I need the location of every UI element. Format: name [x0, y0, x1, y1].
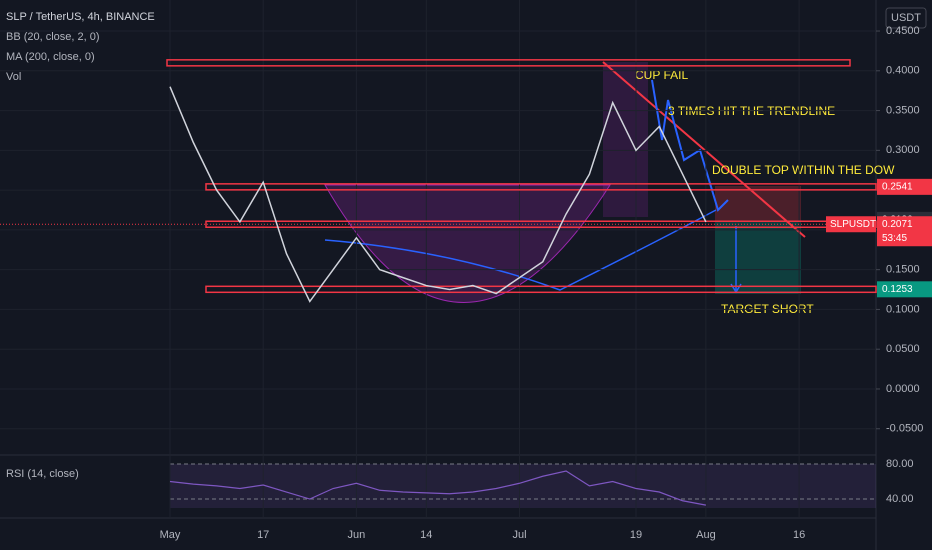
target-zone	[715, 222, 801, 294]
y-tick-label: 0.3000	[886, 144, 920, 156]
x-tick-label: 17	[257, 529, 269, 541]
rsi-line	[169, 470, 707, 506]
last-price: 0.2071	[882, 219, 913, 230]
ma-line	[324, 209, 717, 291]
stop-zone	[715, 186, 801, 222]
x-tick-label: 14	[420, 529, 432, 541]
price-label: 0.1253	[882, 284, 913, 295]
y-tick-label: 0.4000	[886, 65, 920, 77]
level-zone	[205, 285, 877, 294]
y-tick-label: -0.0500	[886, 423, 923, 435]
x-tick-label: 16	[793, 529, 805, 541]
annotation: CUP FAIL	[635, 68, 688, 82]
currency: USDT	[891, 12, 921, 24]
y-tick-label: 0.1500	[886, 264, 920, 276]
price-label-box	[877, 281, 932, 298]
annotation: DOUBLE TOP WITHIN THE DOW	[712, 163, 895, 177]
y-tick-label: 0.0500	[886, 343, 920, 355]
trendline	[602, 61, 806, 238]
rsi-tick-label: 40.00	[886, 493, 914, 505]
indicator: Vol	[6, 71, 21, 83]
path-arrow	[651, 79, 729, 212]
x-tick-label: Jul	[512, 529, 526, 541]
price-label-box	[877, 178, 932, 195]
symbol-label: SLPUSDT	[830, 219, 876, 230]
title: SLP / TetherUS, 4h, BINANCE	[6, 11, 155, 23]
rsi-label: RSI (14, close)	[6, 468, 79, 480]
annotation: 3 TIMES HIT THE TRENDLINE	[668, 104, 835, 118]
level-zone	[205, 183, 877, 191]
x-tick-label: May	[160, 529, 181, 541]
y-tick-label: 0.3500	[886, 104, 920, 116]
y-tick-label: 0.4500	[886, 25, 920, 37]
price-line	[169, 86, 707, 303]
rsi-tick-label: 80.00	[886, 458, 914, 470]
indicator: BB (20, close, 2, 0)	[6, 31, 100, 43]
last-price-box	[877, 216, 932, 247]
countdown: 53:45	[882, 233, 907, 244]
y-tick-label: 0.1000	[886, 303, 920, 315]
x-tick-label: 19	[630, 529, 642, 541]
symbol-box	[826, 216, 876, 233]
x-tick-label: Aug	[696, 529, 716, 541]
cup-handle	[603, 62, 648, 217]
indicator: MA (200, close, 0)	[6, 51, 95, 63]
price-label: 0.2541	[882, 181, 913, 192]
level-zone	[166, 59, 851, 67]
rsi-band	[170, 464, 876, 508]
x-tick-label: Jun	[348, 529, 366, 541]
currency-box	[885, 7, 927, 29]
y-tick-label: 0.0000	[886, 383, 920, 395]
